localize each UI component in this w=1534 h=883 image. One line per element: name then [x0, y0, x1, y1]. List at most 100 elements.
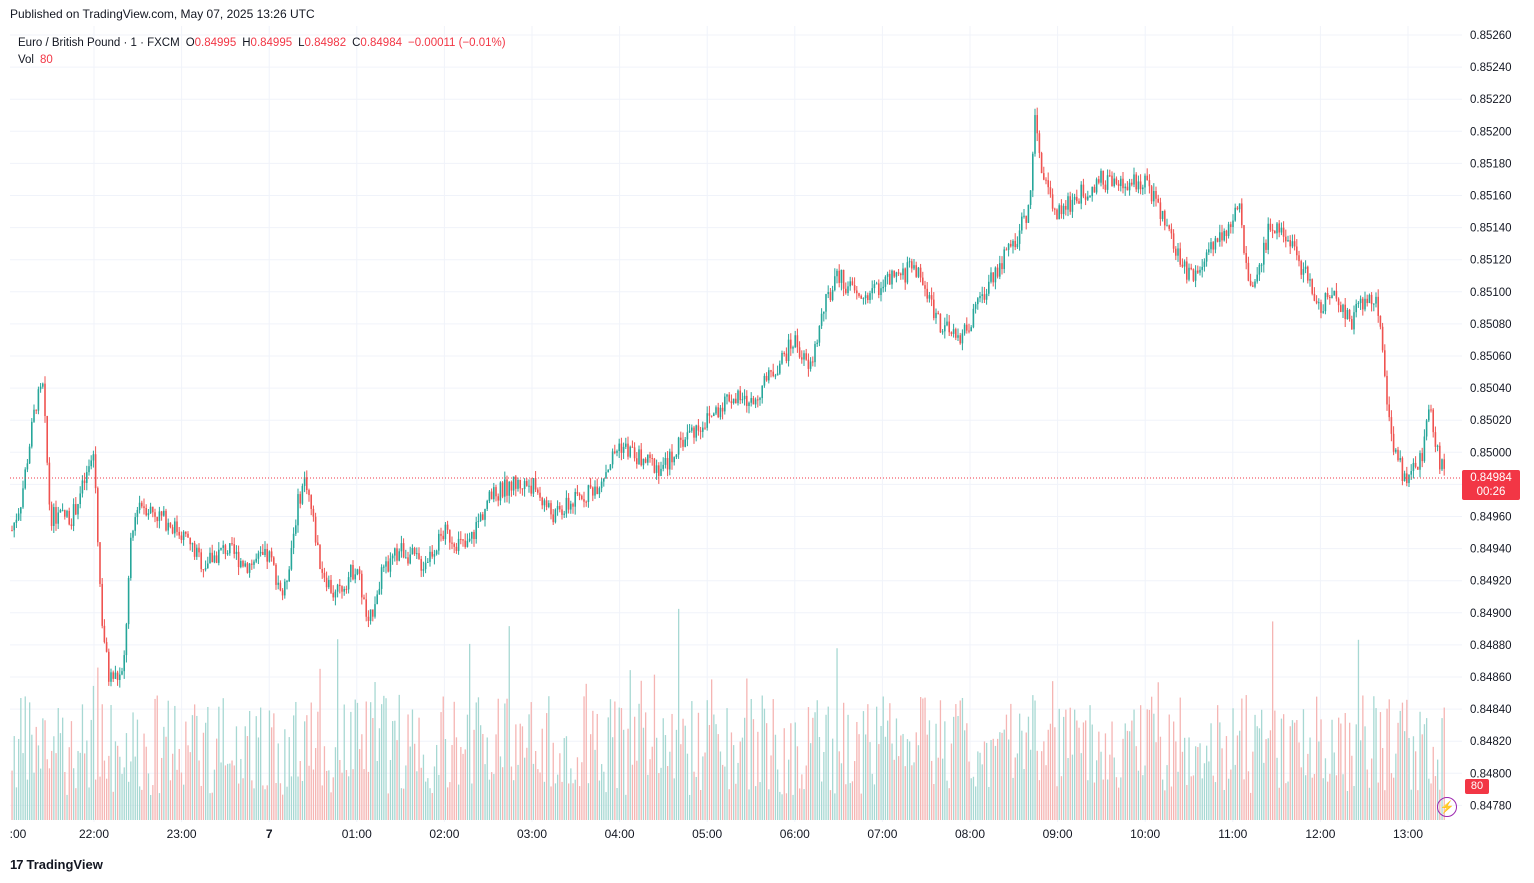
volume-bar: [299, 760, 301, 820]
volume-bar: [1355, 724, 1357, 820]
volume-bar: [1093, 782, 1096, 820]
candle-body: [697, 425, 700, 431]
candle-body: [631, 446, 634, 448]
volume-bar: [768, 789, 770, 820]
candle-body: [541, 497, 543, 506]
volume-bar: [552, 742, 554, 820]
candle-body: [814, 344, 816, 363]
volume-bar: [1078, 727, 1080, 820]
candle-body: [409, 554, 411, 564]
volume-bar: [1346, 790, 1349, 820]
volume-bar: [1316, 696, 1318, 820]
volume-label[interactable]: Vol: [18, 54, 34, 66]
y-tick-label: 0.84780: [1470, 800, 1512, 812]
candle-body: [319, 545, 321, 570]
candle-body: [842, 269, 845, 289]
volume-bar: [458, 784, 460, 820]
candle-body: [961, 333, 964, 344]
candle-body: [1353, 312, 1355, 330]
price-chart[interactable]: 0.85260 0.85240 0.85220 0.85200 0.85180 0.851…: [0, 0, 1524, 857]
candle-body: [347, 577, 350, 590]
tradingview-logo[interactable]: 17 TradingView: [10, 857, 103, 872]
volume-bar: [453, 701, 455, 820]
volume-bar: [383, 695, 385, 820]
candle-body: [917, 267, 920, 277]
candle-body: [1060, 205, 1063, 215]
volume-bar: [590, 734, 592, 820]
volume-bar: [176, 769, 178, 820]
candle-body: [618, 443, 620, 452]
volume-bar: [1386, 708, 1388, 820]
volume-bar: [44, 720, 46, 820]
candle-body: [275, 564, 277, 585]
candle-body: [974, 304, 977, 309]
volume-bar: [1199, 743, 1201, 820]
volume-bar: [22, 753, 24, 820]
candle-body: [154, 512, 156, 517]
volume-bar: [1049, 723, 1052, 820]
candle-body: [979, 295, 981, 299]
y-tick-label: 0.84960: [1470, 512, 1512, 524]
candle-body: [941, 331, 944, 333]
volume-bar: [1296, 720, 1298, 820]
candle-body: [884, 276, 887, 287]
candle-body: [213, 555, 216, 563]
candle-body: [893, 270, 895, 277]
candle-body: [1340, 305, 1342, 312]
candle-body: [596, 486, 598, 495]
volume-bar: [1100, 751, 1102, 820]
volume-bar: [675, 729, 678, 820]
volume-bar: [97, 667, 99, 820]
volume-bar: [645, 712, 647, 820]
volume-bar: [669, 751, 671, 820]
volume-bar: [638, 703, 640, 820]
candle-body: [356, 569, 359, 575]
candle-body: [779, 363, 781, 374]
volume-bar: [202, 732, 205, 820]
candle-body: [651, 458, 653, 460]
candle-body: [970, 327, 972, 332]
volume-bar: [403, 788, 405, 820]
candle-body: [501, 482, 504, 497]
candle-body: [1216, 238, 1219, 242]
volume-bar: [1228, 778, 1230, 820]
volume-bar: [722, 764, 724, 820]
volume-bar: [398, 694, 400, 820]
candle-body: [1287, 240, 1289, 242]
candle-body: [825, 294, 827, 312]
volume-bar: [625, 794, 627, 820]
candle-body: [429, 551, 431, 562]
symbol-label[interactable]: Euro / British Pound · 1 · FXCM: [18, 37, 180, 49]
candle-body: [1210, 242, 1212, 250]
candle-body: [671, 451, 673, 463]
volume-bar: [733, 745, 735, 820]
candle-body: [53, 507, 55, 526]
volume-bar: [180, 772, 183, 820]
volume-bar: [915, 732, 917, 820]
x-tick-label: 05:00: [692, 827, 722, 841]
candle-body: [1073, 196, 1076, 200]
volume-bar: [48, 768, 51, 820]
volume-bar: [739, 741, 741, 820]
candle-body: [1109, 175, 1111, 177]
candle-body: [99, 542, 101, 584]
volume-bar: [968, 761, 970, 820]
lightning-bolt-icon[interactable]: ⚡: [1437, 797, 1457, 817]
candle-body: [143, 506, 145, 508]
volume-bar: [1153, 713, 1155, 820]
candle-body: [704, 427, 706, 429]
candle-body: [174, 521, 176, 534]
candle-body: [308, 490, 310, 496]
volume-bar: [365, 701, 367, 820]
candle-body: [567, 497, 570, 510]
candle-body: [999, 263, 1001, 277]
candle-body: [886, 273, 889, 277]
candle-body: [332, 592, 334, 598]
candle-body: [339, 584, 341, 587]
volume-bar: [1122, 738, 1124, 820]
volume-bar: [1287, 781, 1289, 820]
volume-bar: [339, 760, 341, 820]
chart-frame[interactable]: 0.85260 0.85240 0.85220 0.85200 0.85180 0.851…: [10, 26, 1512, 841]
x-tick-label: 04:00: [605, 827, 635, 841]
volume-bar: [920, 697, 922, 820]
